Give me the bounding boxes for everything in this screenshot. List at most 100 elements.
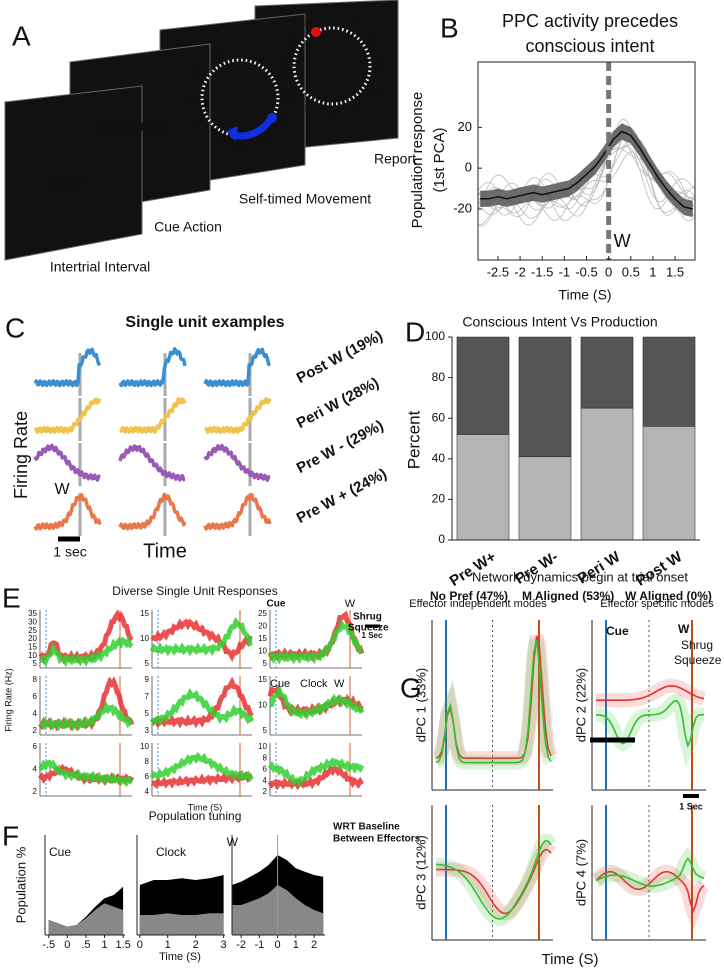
trace-band bbox=[149, 617, 253, 657]
y-tick-label: 10 bbox=[28, 651, 37, 660]
y-tick-label: 15 bbox=[258, 675, 267, 684]
clock-number: 30 bbox=[236, 142, 245, 151]
y-axis-label: Percent bbox=[404, 410, 423, 469]
legend-entry: Squeeze bbox=[674, 653, 722, 667]
y-tick-label: 2 bbox=[263, 787, 268, 796]
y-tick-label: 7 bbox=[145, 692, 150, 701]
chart-title: PPC activity precedes bbox=[502, 11, 678, 31]
x-tick-label: 0 bbox=[137, 939, 143, 951]
trace-band bbox=[149, 751, 254, 783]
clock-number: 40 bbox=[193, 118, 202, 127]
y-tick-label: 20 bbox=[258, 622, 267, 631]
unit-trace bbox=[118, 492, 187, 531]
x-tick-label: 1 bbox=[101, 939, 107, 951]
legend-entry: WRT Baseline bbox=[333, 822, 400, 833]
y-axis-label: (1st PCA) bbox=[431, 127, 448, 192]
trace-band bbox=[267, 756, 365, 788]
panel-title: Network dynamics begin at trial onset bbox=[472, 569, 688, 584]
bar-segment bbox=[456, 336, 510, 435]
screen-caption: Cue Action bbox=[154, 219, 222, 235]
trace bbox=[435, 640, 552, 764]
clock-number: 35 bbox=[211, 136, 220, 145]
bar-segment bbox=[580, 407, 634, 541]
x-axis-label: Time bbox=[143, 540, 187, 562]
x-tick-label: -2.5 bbox=[487, 264, 509, 279]
y-axis-label: Population % bbox=[13, 846, 28, 923]
x-tick-label: 3 bbox=[221, 939, 227, 951]
x-tick-label: -1 bbox=[254, 939, 264, 951]
arrow-head bbox=[226, 126, 238, 141]
area bbox=[139, 913, 224, 935]
clock-number: 0 bbox=[238, 44, 243, 53]
phase-label: Cue bbox=[270, 678, 290, 690]
unit-trace bbox=[119, 396, 187, 435]
component-label: dPC 4 (7%) bbox=[573, 839, 588, 906]
y-tick-label: 2 bbox=[33, 726, 38, 735]
screen-caption: Self-timed Movement bbox=[239, 191, 371, 207]
y-tick-label: 6 bbox=[33, 692, 38, 701]
clock-number: 50 bbox=[193, 69, 202, 78]
trace-band bbox=[150, 676, 254, 729]
y-axis-label: Firing Rate bbox=[11, 411, 31, 499]
legend-entry: Shrug bbox=[353, 612, 382, 623]
subplot-title: Clock bbox=[156, 845, 187, 859]
x-tick-label: 1.5 bbox=[666, 264, 684, 279]
panel-label: F bbox=[2, 820, 19, 851]
event-label: W bbox=[54, 481, 70, 498]
clock-face bbox=[292, 26, 372, 106]
panel-label: E bbox=[2, 582, 21, 613]
trace-band bbox=[435, 833, 557, 927]
x-axis-label: Time (S) bbox=[159, 951, 201, 963]
group-title: Effector independent modes bbox=[409, 598, 547, 610]
clock-number: 5 bbox=[354, 19, 359, 28]
y-tick-label: 10 bbox=[258, 742, 267, 751]
x-tick-label: 2 bbox=[311, 939, 317, 951]
x-axis-label: Time (S) bbox=[188, 802, 222, 812]
y-tick-label: 6 bbox=[263, 765, 268, 774]
unit-trace bbox=[203, 347, 271, 388]
trace-band bbox=[596, 678, 706, 708]
y-tick-label: 4 bbox=[33, 765, 38, 774]
y-tick-label: 20 bbox=[28, 634, 37, 643]
y-tick-label: 2 bbox=[33, 787, 38, 796]
clock-number: 25 bbox=[260, 136, 269, 145]
y-tick-label: 8 bbox=[263, 753, 268, 762]
trace-band bbox=[267, 764, 365, 791]
x-tick-label: 0 bbox=[64, 939, 70, 951]
trace bbox=[595, 870, 705, 914]
clock-number: 50 bbox=[285, 37, 294, 46]
x-tick-label: 0 bbox=[275, 939, 281, 951]
y-tick-label: 15 bbox=[28, 642, 37, 651]
x-tick-label: 1 bbox=[293, 939, 299, 951]
trace-band bbox=[38, 759, 134, 788]
group-title: Effector specific modes bbox=[600, 598, 714, 610]
task-screens bbox=[4, 0, 399, 261]
trace-band bbox=[150, 618, 253, 662]
axes-frame bbox=[477, 61, 696, 261]
unit-trace bbox=[33, 397, 102, 435]
legend-entry: Shrug bbox=[681, 638, 713, 652]
clock-number: 5 bbox=[262, 51, 267, 60]
screen-text: relax bbox=[47, 168, 89, 194]
unit-trace bbox=[33, 443, 102, 482]
event-label: W bbox=[614, 231, 631, 251]
y-tick-label: -20 bbox=[453, 200, 472, 215]
panel-label: B bbox=[440, 12, 459, 43]
clock-number: 10 bbox=[278, 69, 287, 78]
bar-segment bbox=[642, 426, 696, 541]
clock-number: 25 bbox=[352, 104, 361, 113]
chart-title: Conscious Intent Vs Production bbox=[462, 314, 657, 330]
bar-segment bbox=[518, 336, 572, 458]
unit-trace bbox=[203, 443, 271, 482]
y-tick-label: 35 bbox=[28, 609, 37, 618]
scale-label: 1 sec bbox=[53, 544, 86, 560]
clock-dot bbox=[267, 113, 277, 123]
screen-caption: Intertrial Interval bbox=[50, 259, 150, 275]
cue-label: Cue bbox=[267, 599, 286, 610]
trace bbox=[595, 700, 704, 749]
y-tick-label: 10 bbox=[140, 634, 149, 643]
y-tick-label: 0 bbox=[438, 532, 445, 546]
y-tick-label: 4 bbox=[145, 787, 150, 796]
x-tick-label: 1 bbox=[649, 264, 656, 279]
